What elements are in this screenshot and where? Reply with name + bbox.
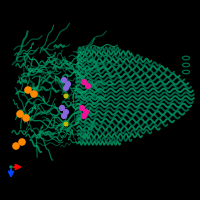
Point bbox=[84, 110, 88, 114]
Point bbox=[80, 106, 84, 110]
Point bbox=[18, 112, 22, 116]
Point bbox=[62, 114, 66, 118]
Point bbox=[64, 86, 68, 90]
Point bbox=[64, 122, 68, 126]
Point bbox=[82, 114, 86, 118]
Point bbox=[32, 92, 36, 96]
Point bbox=[24, 116, 28, 120]
Point bbox=[64, 110, 68, 114]
Point bbox=[86, 84, 90, 88]
Point bbox=[62, 78, 66, 82]
Point bbox=[9, 165, 13, 169]
Point bbox=[26, 88, 30, 92]
Point bbox=[20, 140, 24, 144]
Point bbox=[14, 144, 18, 148]
Point bbox=[64, 94, 68, 98]
Point bbox=[60, 106, 64, 110]
Point bbox=[66, 82, 70, 86]
Point bbox=[82, 80, 86, 84]
